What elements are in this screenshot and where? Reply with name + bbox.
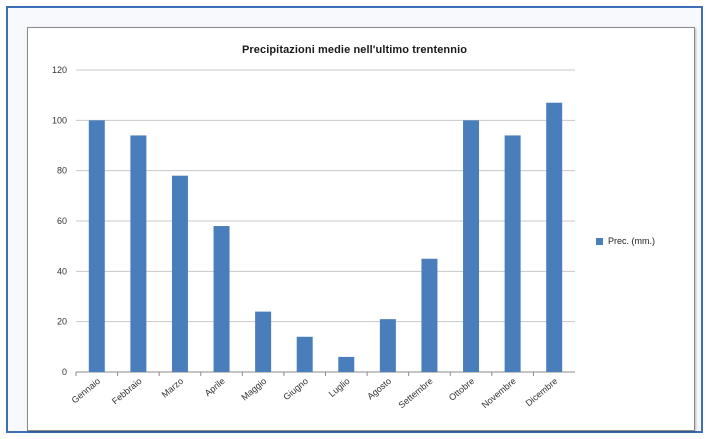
y-tick-label: 80 (57, 166, 67, 176)
x-tick-label: Aprile (203, 376, 227, 398)
x-tick-label: Ottobre (447, 376, 476, 403)
x-tick-label: Marzo (160, 376, 186, 400)
x-tick-label: Giugno (281, 376, 310, 402)
legend: Prec. (mm.) (596, 236, 655, 246)
y-tick-label: 40 (57, 266, 67, 276)
x-tick-label: Gennaio (70, 376, 102, 406)
x-tick-label: Settembre (397, 376, 435, 410)
bar (88, 120, 105, 372)
chart-title: Precipitazioni medie nell'ultimo trenten… (241, 44, 468, 56)
legend-label: Prec. (mm.) (608, 236, 655, 246)
bar (213, 226, 230, 372)
bar (463, 120, 480, 372)
bar (504, 135, 521, 372)
x-tick-label: Maggio (239, 376, 268, 403)
x-tick-label: Febbraio (110, 376, 144, 406)
y-tick-label: 100 (52, 115, 67, 125)
bar (130, 135, 147, 372)
bar (255, 311, 272, 372)
bar (338, 356, 355, 372)
y-tick-label: 60 (57, 216, 67, 226)
x-tick-label: Novembre (480, 376, 518, 410)
y-tick-label: 0 (62, 367, 67, 377)
x-tick-label: Agosto (365, 376, 393, 402)
y-tick-label: 20 (57, 317, 67, 327)
bar (421, 258, 438, 372)
legend-swatch (596, 237, 603, 245)
y-tick-label: 120 (52, 65, 67, 75)
bar (296, 336, 313, 372)
bar (379, 319, 396, 372)
x-tick-label: Luglio (327, 376, 352, 399)
bar (546, 102, 563, 372)
bar (171, 175, 188, 372)
x-tick-label: Dicembre (524, 376, 560, 408)
